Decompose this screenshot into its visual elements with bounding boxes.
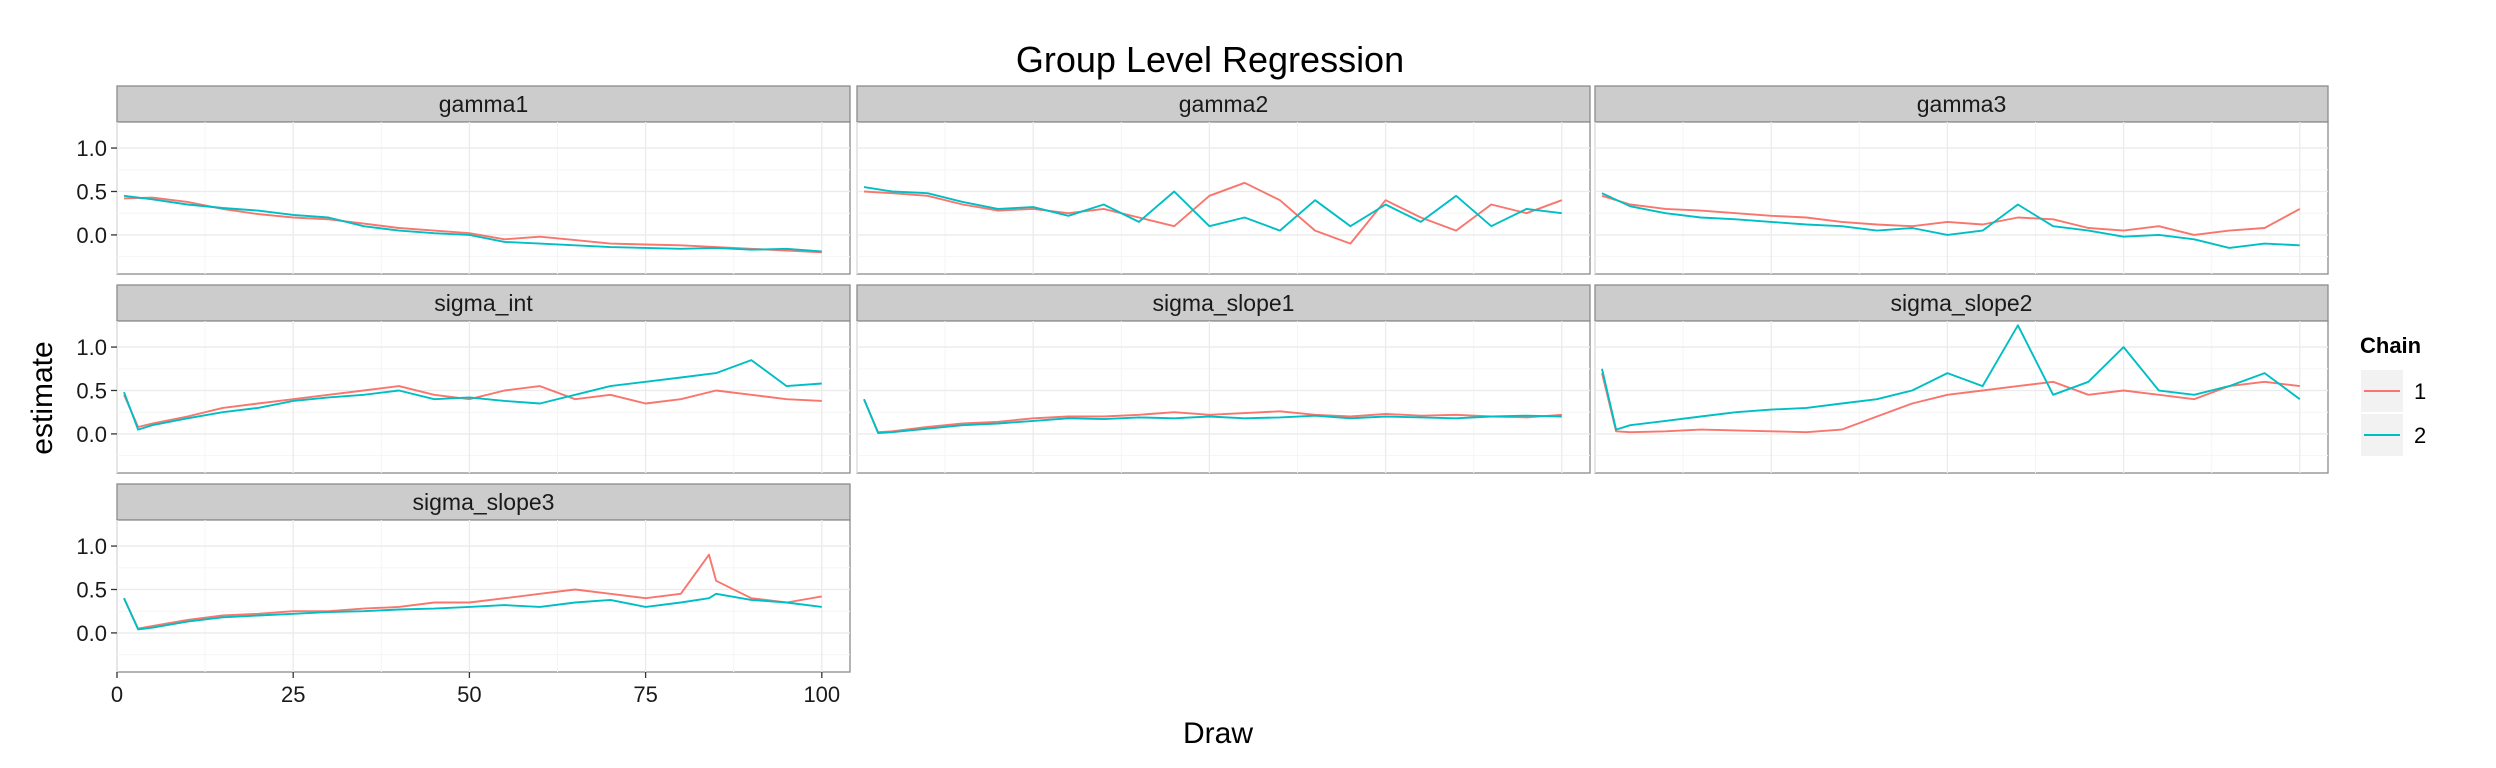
series-line-chain-1	[123, 385, 822, 428]
plot-panel	[1594, 121, 2329, 275]
facet-strip-label: sigma_int	[434, 290, 533, 316]
facet-strip-label: gamma2	[1179, 91, 1268, 117]
y-tick-label: 0.0	[76, 422, 107, 447]
legend: Chain 12	[2359, 333, 2426, 458]
facet-strip-label: sigma_slope3	[413, 489, 555, 515]
facet-gamma2: gamma2	[856, 85, 1591, 275]
legend-keys: 12	[2359, 368, 2426, 458]
facet-strip	[116, 85, 851, 123]
plot-panel	[116, 121, 851, 275]
facet-sigma_slope1: sigma_slope1	[856, 284, 1591, 474]
y-tick-label: 1.0	[76, 136, 107, 161]
series-line-chain-1	[123, 553, 822, 630]
plot-panel	[1594, 320, 2329, 474]
facet-strip-label: gamma3	[1917, 91, 2006, 117]
facet-gamma1: gamma1 0.0 0.5 1.0	[76, 85, 851, 275]
plot-panel	[856, 121, 1591, 275]
series-line-chain-2	[863, 398, 1562, 434]
series-line-chain-1	[863, 398, 1562, 434]
series-line-chain-2	[1601, 192, 2300, 249]
x-tick-label: 25	[281, 682, 305, 707]
x-tick-label: 50	[457, 682, 481, 707]
y-axis-title: estimate	[26, 341, 59, 454]
facet-strip-label: gamma1	[439, 91, 528, 117]
y-tick-label: 1.0	[76, 335, 107, 360]
plot-panel	[856, 320, 1591, 474]
plot-panel	[116, 320, 851, 474]
legend-label-chain-1: 1	[2414, 379, 2426, 404]
facet-strip	[856, 85, 1591, 123]
facet-strip	[856, 284, 1591, 322]
x-tick-label: 100	[803, 682, 840, 707]
facet-strip-label: sigma_slope2	[1891, 290, 2033, 316]
series-line-chain-2	[863, 186, 1562, 232]
facet-strip	[1594, 284, 2329, 322]
series-line-chain-1	[1601, 372, 2300, 434]
chart-title: Group Level Regression	[1016, 39, 1404, 80]
series-line-chain-1	[1601, 194, 2301, 236]
series-line-chain-2	[1601, 324, 2301, 431]
x-axis-title: Draw	[1183, 717, 1253, 750]
y-tick-label: 0.5	[76, 179, 107, 204]
y-tick-label: 0.5	[76, 577, 107, 602]
facet-gamma3: gamma3	[1594, 85, 2329, 275]
plot-panel	[116, 519, 851, 673]
facet-strip	[116, 284, 851, 322]
legend-label-chain-2: 2	[2414, 423, 2426, 448]
series-line-chain-1	[863, 181, 1563, 245]
series-line-chain-2	[123, 194, 822, 253]
series-line-chain-2	[123, 592, 822, 631]
y-tick-label: 1.0	[76, 534, 107, 559]
facet-grid: gamma1 0.0 0.5 1.0 gamma2 gamma3 sigma_int 0.0 0…	[76, 85, 2329, 707]
legend-title: Chain	[2360, 333, 2421, 358]
y-tick-label: 0.5	[76, 378, 107, 403]
y-tick-label: 0.0	[76, 621, 107, 646]
facet-strip	[116, 483, 851, 521]
x-tick-label: 75	[633, 682, 657, 707]
series-line-chain-1	[123, 196, 822, 254]
facet-strip-label: sigma_slope1	[1153, 290, 1295, 316]
facet-sigma_slope3: sigma_slope3 0.0 0.5 1.0 0 25 50 75 100	[76, 483, 851, 707]
facet-sigma_int: sigma_int 0.0 0.5 1.0	[76, 284, 851, 474]
y-tick-label: 0.0	[76, 223, 107, 248]
facet-sigma_slope2: sigma_slope2	[1594, 284, 2329, 474]
series-line-chain-2	[123, 359, 822, 431]
facet-strip	[1594, 85, 2329, 123]
x-tick-label: 0	[111, 682, 123, 707]
